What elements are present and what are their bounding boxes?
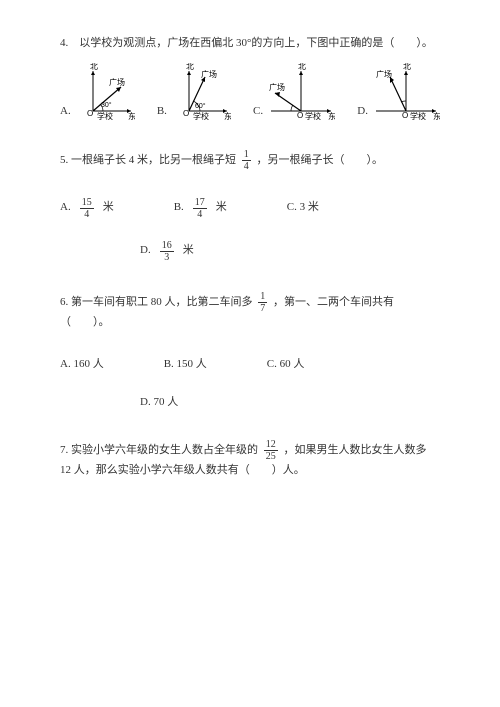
q6-opt-d: D. 70 人 xyxy=(140,394,440,412)
question-7: 7. 实验小学六年级的女生人数占全年级的 12 25 ，如果男生人数比女生人数多… xyxy=(60,439,440,480)
compass-icon: 北 东 O 学校 广场 30° xyxy=(73,63,135,121)
q4-label-a: A. xyxy=(60,103,71,121)
svg-text:广场: 广场 xyxy=(201,69,217,79)
q4-diagram-a: A. 北 东 O 学校 广场 30° xyxy=(60,63,135,121)
svg-text:广场: 广场 xyxy=(109,77,125,87)
svg-text:广场: 广场 xyxy=(269,82,285,92)
question-5: 5. 一根绳子长 4 米，比另一根绳子短 1 4 ，另一根绳子长（ ）。 A. … xyxy=(60,149,440,263)
compass-icon: 北 东 O 学校 广场 xyxy=(370,63,440,121)
q4-label-c: C. xyxy=(253,103,263,121)
svg-text:30°: 30° xyxy=(101,101,112,109)
svg-text:学校: 学校 xyxy=(410,111,426,121)
q4-diagram-b: B. 北 东 O 学校 广场 60° xyxy=(157,63,231,121)
q6-text-a: 6. 第一车间有职工 80 人，比第二车间多 xyxy=(60,296,253,308)
q5-opt-c: C. 3 米 xyxy=(287,197,319,220)
svg-text:学校: 学校 xyxy=(305,111,321,121)
svg-text:O: O xyxy=(297,111,303,120)
q6-opt-a: A. 160 人 xyxy=(60,356,104,374)
svg-text:广场: 广场 xyxy=(376,69,392,79)
svg-text:学校: 学校 xyxy=(97,111,113,121)
q6-options: A. 160 人 B. 150 人 C. 60 人 xyxy=(60,356,440,374)
svg-text:东: 东 xyxy=(224,111,231,121)
svg-text:东: 东 xyxy=(128,111,135,121)
q5-frac1: 1 4 xyxy=(242,149,251,172)
q5-text: 5. 一根绳子长 4 米，比另一根绳子短 1 4 ，另一根绳子长（ ）。 xyxy=(60,149,440,172)
svg-text:东: 东 xyxy=(328,111,335,121)
svg-text:60°: 60° xyxy=(195,102,206,110)
q6-frac1: 1 7 xyxy=(258,291,267,314)
q7-text-a: 7. 实验小学六年级的女生人数占全年级的 xyxy=(60,444,258,456)
svg-text:O: O xyxy=(402,111,408,120)
svg-text:北: 北 xyxy=(298,63,306,71)
q6-opt-b: B. 150 人 xyxy=(164,356,207,374)
q4-text: 4. 以学校为观测点，广场在西偏北 30°的方向上，下图中正确的是（ ）。 xyxy=(60,35,440,53)
question-4: 4. 以学校为观测点，广场在西偏北 30°的方向上，下图中正确的是（ ）。 A.… xyxy=(60,35,440,121)
q5-options: A. 15 4 米 B. 17 4 米 C. 3 米 xyxy=(60,197,440,220)
q4-diagram-d: D. 北 东 O 学校 广场 xyxy=(357,63,440,121)
svg-text:北: 北 xyxy=(90,63,98,71)
question-6: 6. 第一车间有职工 80 人，比第二车间多 1 7 ，第一、二两个车间共有（ … xyxy=(60,291,440,412)
q7-text: 7. 实验小学六年级的女生人数占全年级的 12 25 ，如果男生人数比女生人数多… xyxy=(60,439,440,480)
q6-opt-c: C. 60 人 xyxy=(267,356,305,374)
q4-label-d: D. xyxy=(357,103,368,121)
svg-text:学校: 学校 xyxy=(193,111,209,121)
q5-text-a: 5. 一根绳子长 4 米，比另一根绳子短 xyxy=(60,154,236,166)
svg-text:东: 东 xyxy=(433,111,440,121)
q4-diagrams: A. 北 东 O 学校 广场 30° B. xyxy=(60,63,440,121)
q6-text: 6. 第一车间有职工 80 人，比第二车间多 1 7 ，第一、二两个车间共有（ … xyxy=(60,291,440,332)
q5-opt-a: A. 15 4 米 xyxy=(60,197,114,220)
svg-text:O: O xyxy=(183,109,189,118)
svg-text:O: O xyxy=(87,109,93,118)
svg-text:北: 北 xyxy=(186,63,194,71)
q5-opt-d: D. 16 3 米 xyxy=(140,240,440,263)
q5-text-b: ，另一根绳子长（ ）。 xyxy=(257,154,384,166)
q5-opt-b: B. 17 4 米 xyxy=(174,197,227,220)
q4-label-b: B. xyxy=(157,103,167,121)
q7-frac1: 12 25 xyxy=(264,439,278,462)
svg-text:北: 北 xyxy=(403,63,411,71)
compass-icon: 北 东 O 学校 广场 xyxy=(265,63,335,121)
q4-diagram-c: C. 北 东 O 学校 广场 xyxy=(253,63,335,121)
compass-icon: 北 东 O 学校 广场 60° xyxy=(169,63,231,121)
